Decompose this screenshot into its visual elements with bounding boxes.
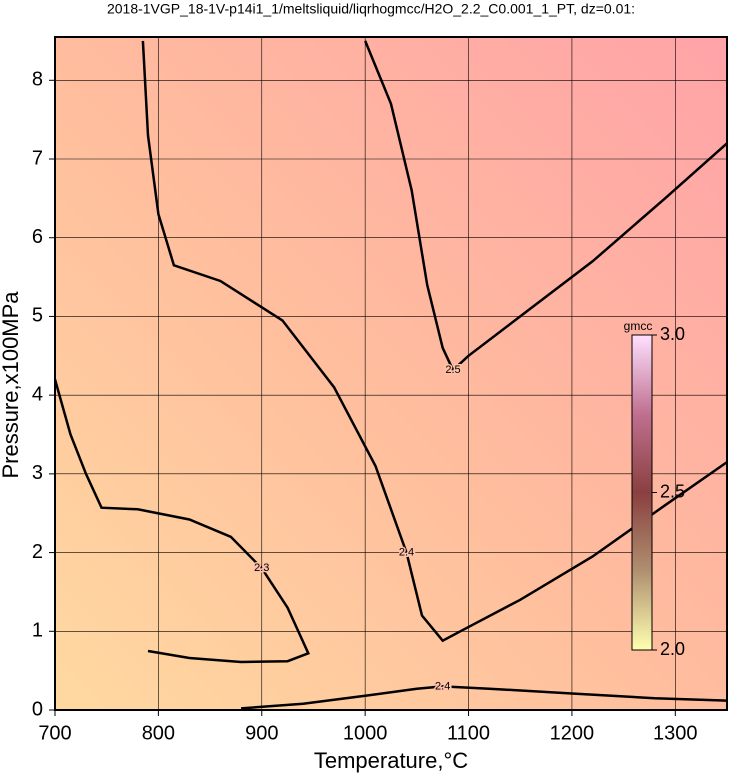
x-tick-label: 1100 [447, 722, 490, 744]
y-axis-label: Pressure,x100MPa [0, 291, 23, 479]
x-tick-label: 1200 [550, 722, 595, 744]
x-tick-label: 1000 [343, 722, 388, 744]
x-tick-label: 800 [142, 722, 175, 744]
y-tick-label: 2 [32, 541, 43, 563]
contour-line [241, 685, 728, 710]
contour-label: 2.4 [399, 546, 414, 558]
axes: 700 800 900 1000 1100 1200 1300 0 1 2 3 4 5 6 7 8 2.0 2.5… [32, 69, 698, 745]
contour-line [141, 40, 728, 643]
colorbar [631, 334, 653, 651]
y-tick-label: 6 [32, 226, 43, 248]
x-tick-label: 900 [245, 722, 278, 744]
y-tick-label: 3 [32, 462, 43, 484]
y-tick-label: 4 [32, 383, 43, 405]
contour-line [364, 40, 728, 373]
x-tick-label: 1300 [653, 722, 698, 744]
y-tick-label: 8 [32, 69, 43, 91]
y-tick-label: 0 [32, 698, 43, 720]
x-axis-label: Temperature,°C [314, 748, 468, 773]
colorbar-tick-label: 2.0 [660, 639, 685, 659]
plot-background [55, 37, 727, 710]
x-tick-label: 700 [38, 722, 71, 744]
colorbar-tick-label: 3.0 [660, 324, 685, 344]
y-tick-label: 7 [32, 147, 43, 169]
contour-label: 2.5 [445, 364, 460, 376]
y-tick-label: 5 [32, 305, 43, 327]
y-tick-label: 1 [32, 620, 43, 642]
contour-label: 2.3 [254, 562, 269, 574]
grid [54, 37, 727, 711]
colorbar-label: gmcc [624, 319, 653, 333]
colorbar-tick-label: 2.5 [660, 481, 685, 501]
contour-line [53, 379, 310, 664]
plot-frame [54, 36, 728, 711]
chart-title: 2018-1VGP_18-1V-p14i1_1/meltsliquid/liqr… [107, 1, 635, 17]
contour-label: 2.4 [435, 680, 450, 692]
contours: 2.3 2.4 2.5 2.4 [53, 40, 728, 710]
